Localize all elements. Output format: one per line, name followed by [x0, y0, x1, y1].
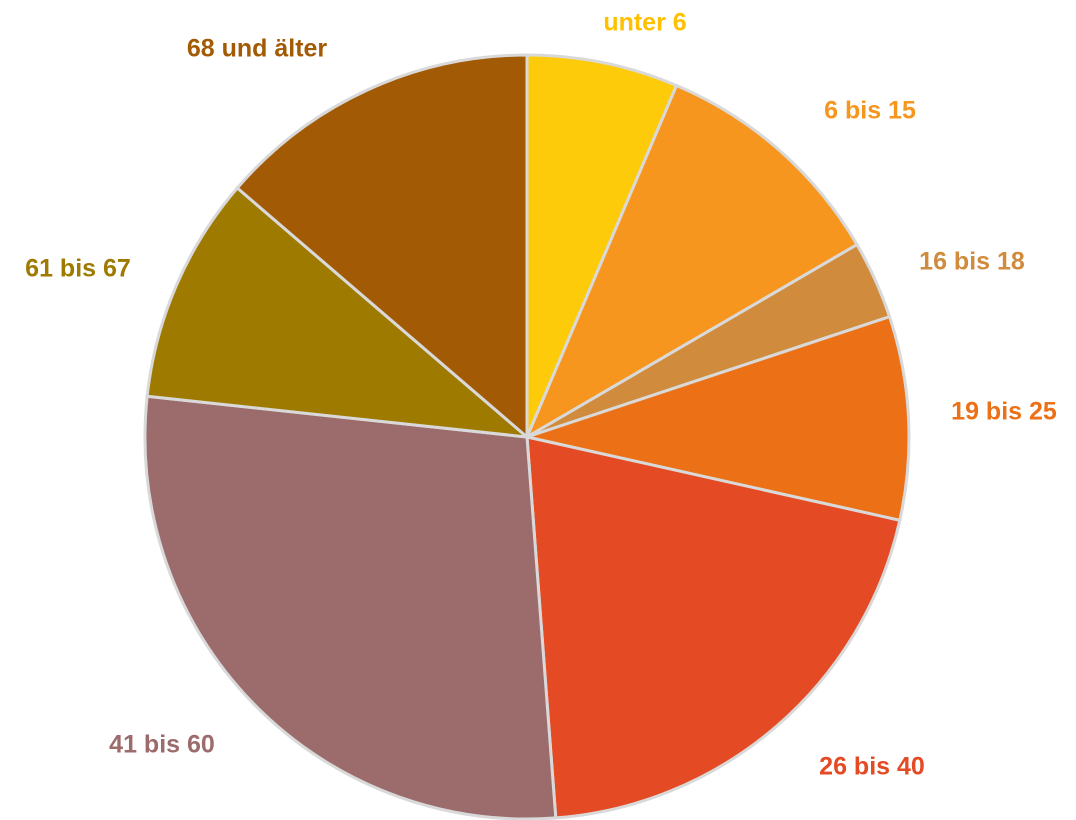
slice-label: unter 6: [603, 9, 686, 37]
pie-slice: [525, 53, 679, 438]
slice-label: 16 bis 18: [919, 248, 1025, 276]
slice-label: 41 bis 60: [109, 731, 215, 759]
pie-slice: [143, 394, 558, 820]
pie-slice: [521, 314, 911, 523]
pie-slice: [523, 83, 860, 441]
pie-slice: [525, 435, 902, 820]
pie-slice: [145, 185, 532, 440]
slice-label: 68 und älter: [187, 35, 328, 63]
slice-label: 6 bis 15: [824, 97, 916, 125]
slice-label: 61 bis 67: [25, 255, 131, 283]
slice-label: 19 bis 25: [951, 398, 1057, 426]
pie-slice: [235, 53, 529, 441]
slice-label: 26 bis 40: [819, 753, 925, 781]
